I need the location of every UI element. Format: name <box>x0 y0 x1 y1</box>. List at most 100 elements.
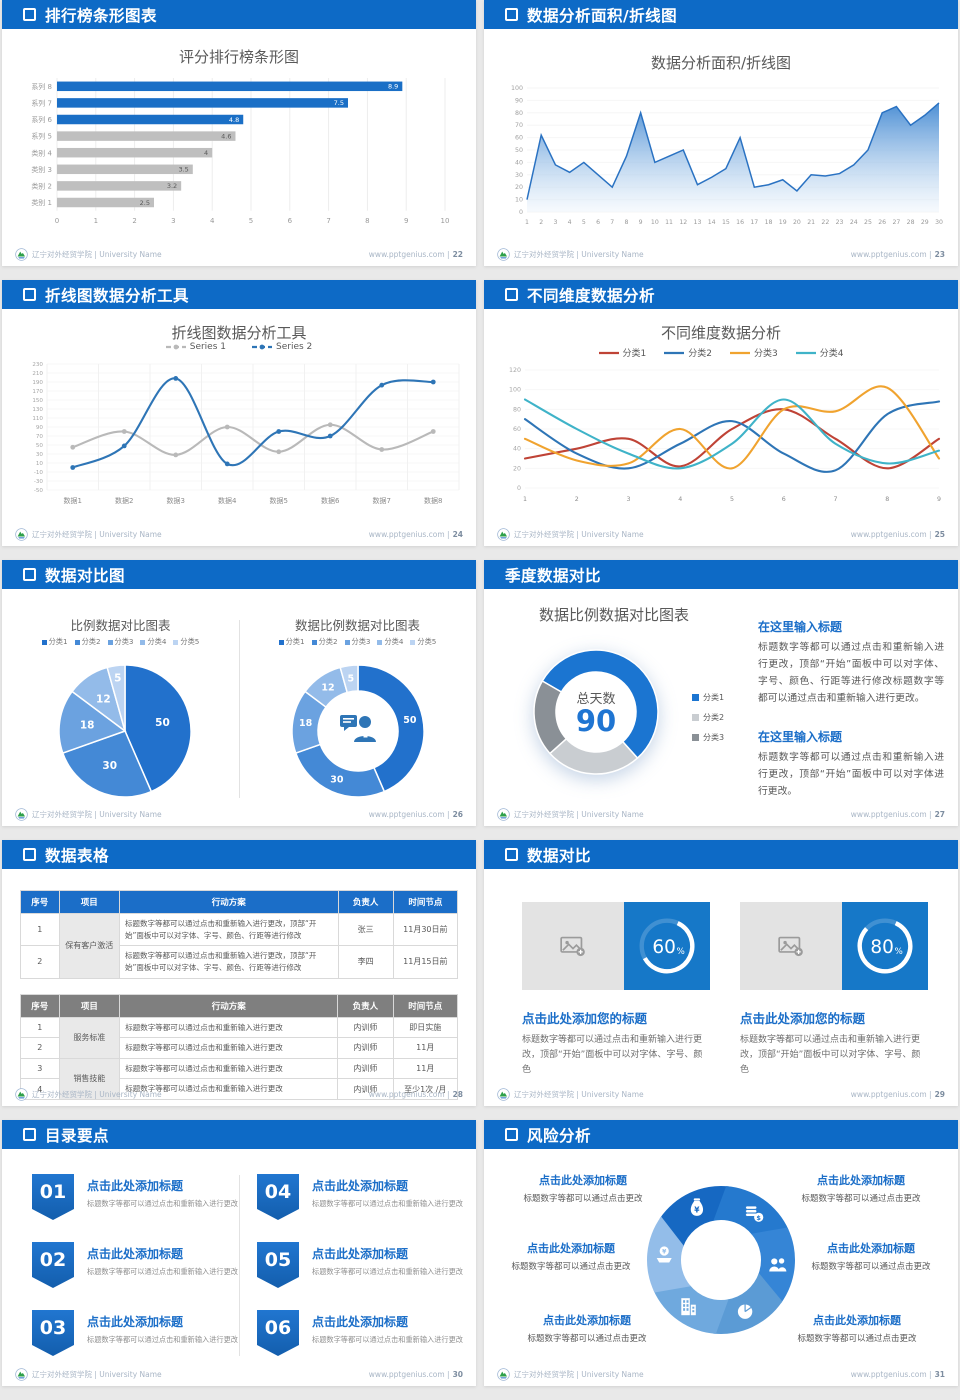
toc-text: 点击此处添加标题 标题数字等都可以通过点击和重新输入进行更改 <box>87 1310 238 1356</box>
risk-label: 点击此处添加标题 标题数字等都可以通过点击更改 <box>776 1172 946 1204</box>
square-bullet-icon <box>23 1128 36 1141</box>
toc-item[interactable]: 03 点击此处添加标题 标题数字等都可以通过点击和重新输入进行更改 <box>32 1310 238 1356</box>
cell-plan: 标题数字等都可以通过点击和重新输入进行更改 <box>119 1037 339 1059</box>
svg-text:0: 0 <box>517 485 521 492</box>
slide-percent-comparison[interactable]: 数据对比 60% <box>484 840 958 1106</box>
svg-text:4.6: 4.6 <box>221 132 231 140</box>
legend-swatch <box>311 639 317 645</box>
slide-header: 风险分析 <box>484 1120 958 1149</box>
divider <box>239 1175 240 1356</box>
toc-text: 点击此处添加标题 标题数字等都可以通过点击和重新输入进行更改 <box>87 1174 238 1220</box>
legend-label: 分类3 <box>351 637 371 646</box>
legend-item: 分类4 <box>140 637 166 647</box>
svg-text:类别 3: 类别 3 <box>31 165 52 174</box>
slide-area-chart[interactable]: 数据分析面积/折线图 数据分析面积/折线图 0 10 20 30 40 50 60 70 80 9… <box>484 0 958 266</box>
toc-item[interactable]: 04 点击此处添加标题 标题数字等都可以通过点击和重新输入进行更改 <box>257 1174 463 1220</box>
square-bullet-icon <box>505 848 518 861</box>
slide-header-title: 数据对比图 <box>45 566 126 585</box>
legend-label: 分类4 <box>819 349 844 359</box>
svg-text:20: 20 <box>515 184 523 191</box>
compare-card: 80% 点击此处添加您的标题 标题数字等都可以通过点击和重新输入进行更改，顶部“… <box>740 902 928 1078</box>
slide-quarter-comparison[interactable]: 季度数据对比 数据比例数据对比图表 总天数 90 分类1 分类2 分类3 在这里输入… <box>484 560 958 826</box>
svg-text:5: 5 <box>249 217 253 225</box>
column-header: 时间节点 <box>392 890 459 914</box>
svg-text:4.8: 4.8 <box>229 116 239 124</box>
slide-toc-points[interactable]: 目录要点 01 点击此处添加标题 标题数字等都可以通过点击和重新输入进行更改 02 点击… <box>2 1120 476 1386</box>
site-url: www.pptgenius.com <box>368 530 445 539</box>
svg-text:系列 8: 系列 8 <box>31 82 52 91</box>
footer-divider: | <box>926 530 932 539</box>
svg-text:2: 2 <box>132 217 136 225</box>
toc-item[interactable]: 01 点击此处添加标题 标题数字等都可以通过点击和重新输入进行更改 <box>32 1174 238 1220</box>
toc-text: 点击此处添加标题 标题数字等都可以通过点击和重新输入进行更改 <box>312 1242 463 1288</box>
svg-text:13: 13 <box>694 219 702 226</box>
column-header: 序号 <box>20 890 60 914</box>
site-url: www.pptgenius.com <box>850 530 927 539</box>
svg-text:22: 22 <box>821 219 829 226</box>
donut-panel: 数据比例数据对比图表 分类1 分类2 分类3 分类4 分类5 50 30 18 12 5 <box>239 589 476 826</box>
legend-label: 分类4 <box>147 637 167 646</box>
person-speech-icon <box>340 715 376 742</box>
svg-text:10: 10 <box>515 197 523 204</box>
svg-text:80: 80 <box>870 937 894 958</box>
svg-text:23: 23 <box>836 219 844 226</box>
svg-text:7.5: 7.5 <box>334 99 344 107</box>
university-logo <box>497 1088 510 1101</box>
cell-project: 保有客户激活 <box>58 913 121 979</box>
legend-label: 分类4 <box>384 637 404 646</box>
school-name: 辽宁对外经贸学院 | University Name <box>514 530 644 539</box>
footer-divider: | <box>926 1370 932 1379</box>
svg-text:6: 6 <box>288 217 293 225</box>
slide-header: 数据对比图 <box>2 560 476 589</box>
slide-data-tables[interactable]: 数据表格 序号 项目 行动方案 负责人 时间节点 1 保有客户激活 标题数字等都可以通过点击和… <box>2 840 476 1106</box>
svg-text:80: 80 <box>515 110 523 117</box>
svg-text:数据4: 数据4 <box>218 496 237 505</box>
slide-header-title: 不同维度数据分析 <box>527 286 656 305</box>
slide-bar-ranking-chart[interactable]: 排行榜条形图表 评分排行榜条形图 0 1 2 3 4 5 6 7 8 9 10 系列 8 8.9 系列 7… <box>2 0 476 266</box>
legend-item: 分类3 <box>107 637 133 647</box>
slide-pie-comparison[interactable]: 数据对比图 比例数据对比图表 分类1 分类2 分类3 分类4 分类5 50 30 18 12 5… <box>2 560 476 826</box>
svg-text:120: 120 <box>509 367 521 374</box>
toc-item[interactable]: 05 点击此处添加标题 标题数字等都可以通过点击和重新输入进行更改 <box>257 1242 463 1288</box>
legend-swatch <box>692 734 699 741</box>
cell-project: 服务标准 <box>58 1016 121 1059</box>
pie-panel: 比例数据对比图表 分类1 分类2 分类3 分类4 分类5 50 30 18 12 5 <box>2 589 239 826</box>
slide-line-chart-tool[interactable]: 折线图数据分析工具 折线图数据分析工具 Series 1 Series 2 -50… <box>2 280 476 546</box>
cell-time: 11月 <box>392 1037 458 1059</box>
page-number: 31 <box>934 1370 945 1379</box>
slide-footer: 辽宁对外经贸学院 | University Name www.pptgenius.… <box>15 808 463 821</box>
toc-text: 点击此处添加标题 标题数字等都可以通过点击和重新输入进行更改 <box>312 1310 463 1356</box>
svg-text:50: 50 <box>403 715 417 726</box>
legend-label: Series 2 <box>276 342 313 352</box>
legend-swatch <box>173 639 179 645</box>
legend-swatch <box>344 639 350 645</box>
toc-text: 点击此处添加标题 标题数字等都可以通过点击和重新输入进行更改 <box>312 1174 463 1220</box>
compare-card: 60% 点击此处添加您的标题 标题数字等都可以通过点击和重新输入进行更改，顶部“… <box>522 902 710 1078</box>
svg-text:%: % <box>676 947 684 957</box>
slide-multi-dimension-chart[interactable]: 不同维度数据分析 不同维度数据分析 分类1 分类2 分类3 分类4 0 20 40 60 80… <box>484 280 958 546</box>
chart-title: 不同维度数据分析 <box>660 324 781 342</box>
toc-item[interactable]: 06 点击此处添加标题 标题数字等都可以通过点击和重新输入进行更改 <box>257 1310 463 1356</box>
toc-item[interactable]: 02 点击此处添加标题 标题数字等都可以通过点击和重新输入进行更改 <box>32 1242 238 1288</box>
svg-text:8: 8 <box>365 217 369 225</box>
svg-text:17: 17 <box>750 219 758 226</box>
legend-item: 分类2 <box>692 712 724 723</box>
slide-footer: 辽宁对外经贸学院 | University Name www.pptgenius.… <box>15 1368 463 1381</box>
square-bullet-icon <box>23 288 36 301</box>
page-number: 25 <box>934 530 945 539</box>
toc-number-badge: 02 <box>32 1242 74 1288</box>
svg-text:7: 7 <box>833 496 837 503</box>
svg-text:0: 0 <box>519 209 523 216</box>
cell-owner: 内训师 <box>337 1037 394 1059</box>
money-bag-icon: ¥ <box>690 1198 704 1216</box>
legend-label: 分类2 <box>703 713 725 722</box>
svg-text:3.5: 3.5 <box>178 166 188 174</box>
slide-footer: 辽宁对外经贸学院 | University Name www.pptgenius.… <box>15 528 463 541</box>
image-plus-icon <box>560 936 585 957</box>
column-header: 负责人 <box>337 890 394 914</box>
slide-header-title: 折线图数据分析工具 <box>45 286 190 305</box>
svg-text:18: 18 <box>80 719 95 731</box>
slide-risk-analysis[interactable]: 风险分析 ¥ $ ¥ 点击此处添加标题 标题数字等都可以通过点击更改 点击此处添加标题标… <box>484 1120 958 1386</box>
legend-item: 分类1 <box>692 692 724 703</box>
toc-body: 标题数字等都可以通过点击和重新输入进行更改 <box>312 1199 463 1208</box>
